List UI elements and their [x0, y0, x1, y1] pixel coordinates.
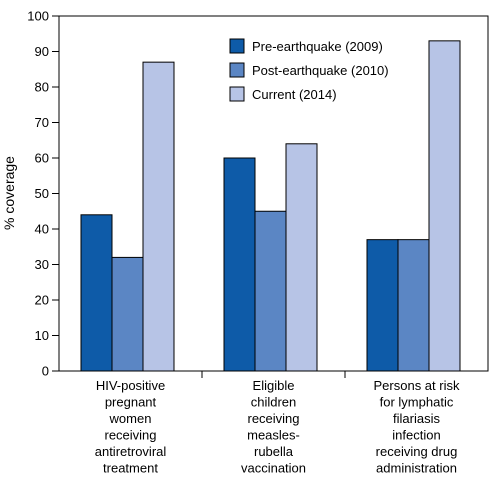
category-label-line: receiving	[247, 411, 299, 426]
category-label-line: filariasis	[393, 411, 440, 426]
y-tick-label: 40	[35, 222, 49, 237]
category-label-line: treatment	[103, 461, 158, 476]
bar-1-category-2	[223, 157, 256, 372]
category-label-line: HIV-positive	[96, 378, 165, 393]
legend-label-3: Current (2014)	[252, 87, 337, 102]
bar-2-category-2	[254, 210, 287, 372]
y-tick-label: 0	[42, 364, 49, 379]
legend-label-1: Pre-earthquake (2009)	[252, 39, 383, 54]
category-labels: HIV-positivepregnantwomenreceivingantire…	[95, 378, 460, 476]
category-label-line: women	[109, 411, 152, 426]
legend: Pre-earthquake (2009) Post-earthquake (20…	[229, 38, 389, 102]
bar-2-category-1	[111, 256, 144, 372]
legend-swatch-3	[229, 86, 245, 102]
y-tick-label: 80	[35, 80, 49, 95]
category-label-line: Persons at risk	[374, 378, 460, 393]
bar-3-category-2	[285, 143, 318, 372]
category-label-line: receiving	[104, 428, 156, 443]
y-tick-label: 90	[35, 44, 49, 59]
category-label-line: vaccination	[241, 461, 306, 476]
category-label-line: administration	[376, 461, 457, 476]
category-label-line: infection	[392, 428, 440, 443]
category-label-line: pregnant	[105, 395, 157, 410]
y-axis-ticks: 0 10 20 30 40 50 60 70 80 90 100	[27, 9, 59, 379]
y-tick-label: 50	[35, 186, 49, 201]
legend-swatch-1	[229, 38, 245, 54]
y-tick-label: 10	[35, 328, 49, 343]
y-tick-label: 60	[35, 151, 49, 166]
bar-1-category-1	[80, 214, 113, 372]
y-tick-label: 70	[35, 115, 49, 130]
plot-frame	[58, 15, 489, 372]
category-label-line: measles-	[247, 428, 300, 443]
legend-swatch-2	[229, 62, 245, 78]
bar-2-category-3	[397, 239, 430, 372]
bar-3-category-3	[428, 40, 461, 372]
y-tick-label: 100	[27, 9, 49, 24]
category-label-line: rubella	[254, 444, 294, 459]
bar-1-category-3	[366, 239, 399, 372]
y-axis-label: % coverage	[1, 156, 17, 230]
category-label-line: for lymphatic	[380, 395, 454, 410]
bars	[80, 40, 461, 378]
category-label-line: children	[251, 395, 297, 410]
category-label-line: antiretroviral	[95, 444, 167, 459]
legend-label-2: Post-earthquake (2010)	[252, 63, 389, 78]
y-tick-label: 30	[35, 257, 49, 272]
y-tick-label: 20	[35, 293, 49, 308]
category-label-line: receiving drug	[376, 444, 458, 459]
category-label-line: Eligible	[253, 378, 295, 393]
bar-3-category-1	[142, 61, 175, 372]
